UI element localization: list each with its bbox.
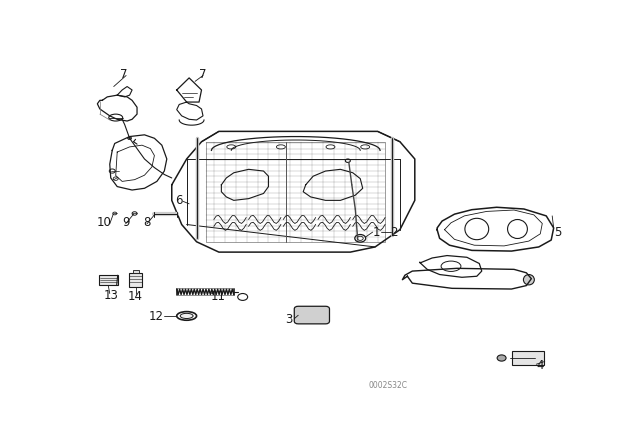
Ellipse shape — [497, 355, 506, 361]
Text: 0002S32C: 0002S32C — [368, 381, 407, 390]
Text: 10: 10 — [97, 216, 111, 229]
Text: 4: 4 — [536, 359, 544, 372]
Text: 3: 3 — [285, 313, 292, 326]
Text: 5: 5 — [554, 226, 561, 239]
FancyBboxPatch shape — [132, 270, 138, 273]
Text: 8: 8 — [143, 216, 150, 229]
FancyBboxPatch shape — [99, 275, 118, 285]
Ellipse shape — [127, 137, 132, 140]
FancyBboxPatch shape — [511, 351, 544, 365]
Text: 9: 9 — [122, 216, 129, 229]
Text: 14: 14 — [128, 290, 143, 303]
Text: 6: 6 — [175, 194, 183, 207]
Text: 2: 2 — [390, 226, 397, 239]
Text: 7: 7 — [199, 68, 207, 81]
Text: 13: 13 — [103, 289, 118, 302]
Text: 1: 1 — [373, 226, 380, 239]
Ellipse shape — [180, 313, 193, 319]
Text: 12: 12 — [148, 310, 163, 323]
FancyBboxPatch shape — [129, 273, 143, 287]
Text: 7: 7 — [120, 68, 127, 81]
FancyBboxPatch shape — [294, 306, 330, 324]
Text: 11: 11 — [211, 290, 225, 303]
Ellipse shape — [524, 275, 534, 285]
